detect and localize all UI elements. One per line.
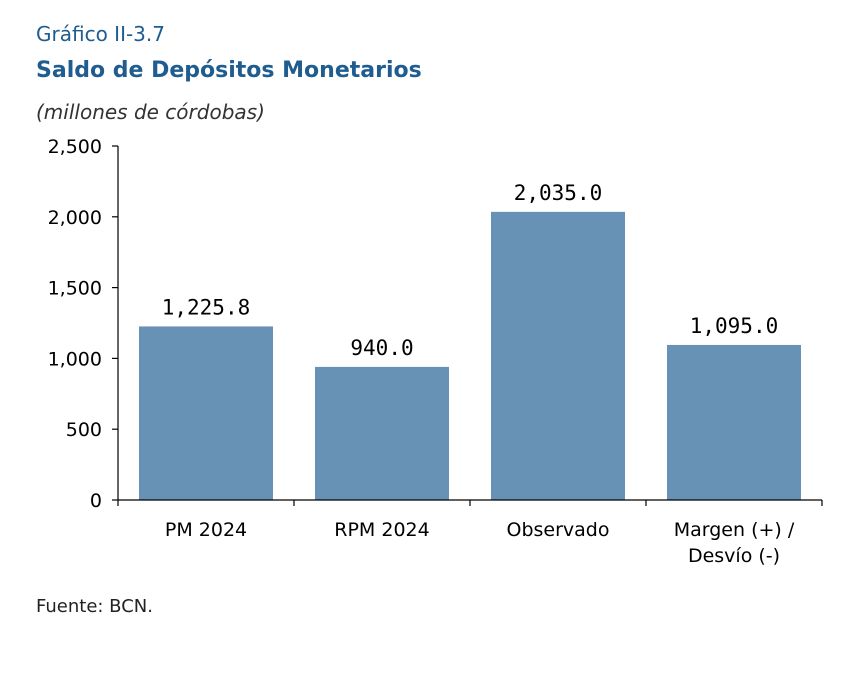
y-tick-label-4: 2,000 (48, 207, 102, 229)
chart-subtitle: (millones de córdobas) (36, 100, 265, 124)
y-tick-label-0: 0 (90, 490, 102, 512)
y-tick-label-2: 1,000 (48, 348, 102, 370)
x-tick-label-2-0: Observado (507, 519, 610, 541)
bar-2 (491, 211, 625, 500)
data-label-2: 2,035.0 (514, 181, 603, 205)
x-tick-label-3-1: Desvío (-) (688, 545, 780, 567)
y-tick-label-3: 1,500 (48, 278, 102, 300)
data-label-1: 940.0 (350, 336, 413, 360)
x-tick-label-1-0: RPM 2024 (334, 519, 429, 541)
bar-0 (139, 326, 273, 500)
bar-3 (667, 344, 801, 500)
bar-1 (315, 366, 449, 500)
figure-label: Gráfico II-3.7 (36, 22, 165, 46)
x-tick-label-0-0: PM 2024 (165, 519, 247, 541)
x-tick-label-3-0: Margen (+) / (674, 519, 795, 541)
data-label-0: 1,225.8 (162, 295, 251, 319)
y-tick-label-5: 2,500 (48, 136, 102, 158)
y-tick-label-1: 500 (66, 419, 102, 441)
chart-title: Saldo de Depósitos Monetarios (36, 58, 422, 83)
data-label-3: 1,095.0 (690, 314, 779, 338)
source-note: Fuente: BCN. (36, 596, 153, 617)
